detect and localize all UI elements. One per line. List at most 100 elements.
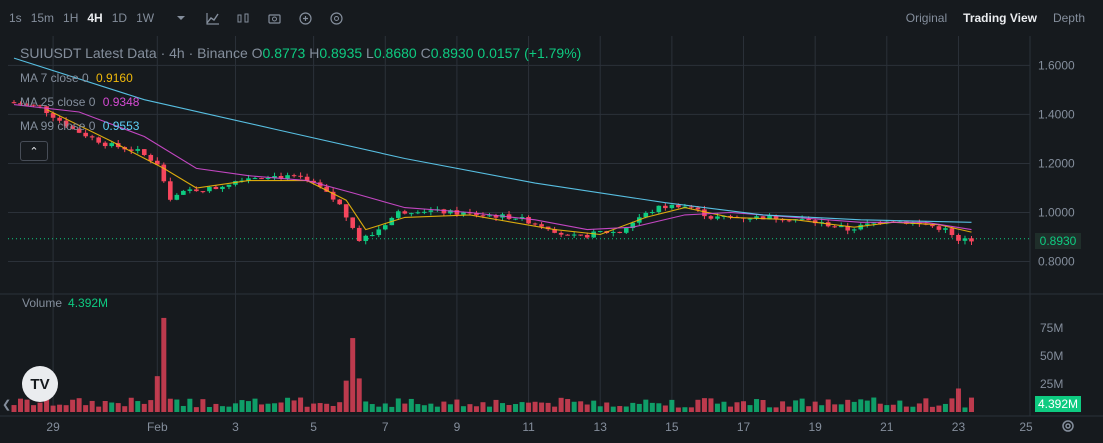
volume-bar: [245, 401, 251, 412]
candle-body: [584, 234, 590, 238]
timeframe-1s[interactable]: 1s: [9, 11, 22, 25]
candle-body: [864, 223, 870, 225]
volume-bar: [656, 403, 662, 412]
candle-body: [154, 160, 160, 165]
candle-body: [174, 194, 180, 200]
volume-bar: [513, 404, 519, 412]
volume-bar: [206, 406, 212, 412]
candle-body: [558, 232, 564, 235]
ohlc-value: 0.8773: [262, 45, 306, 61]
volume-bar: [565, 399, 571, 412]
candle-body: [956, 234, 961, 241]
tab-depth[interactable]: Depth: [1052, 11, 1085, 25]
ohlc-value: 0.8680: [373, 45, 417, 61]
candle-body: [513, 218, 518, 220]
volume-bar: [174, 399, 180, 412]
volume-bar: [584, 404, 590, 412]
candle-body: [669, 204, 675, 209]
collapse-legend-button[interactable]: ⌃: [20, 141, 48, 161]
volume-bar: [714, 403, 720, 412]
ma7-value: 0.9160: [96, 71, 133, 85]
candle-body: [597, 231, 603, 233]
candle-body: [702, 209, 707, 217]
scroll-left-icon[interactable]: ❮: [2, 399, 12, 411]
indicators-icon[interactable]: [205, 11, 220, 26]
settings-icon[interactable]: [1060, 418, 1076, 434]
camera-icon[interactable]: [267, 11, 282, 26]
volume-bar: [154, 376, 160, 412]
chevron-down-icon[interactable]: [174, 11, 189, 26]
candle-body: [363, 235, 369, 241]
candle-body: [402, 211, 408, 214]
volume-bar: [363, 401, 369, 412]
volume-bar: [799, 398, 805, 412]
volume-label: Volume: [22, 296, 63, 310]
bar-chart-icon[interactable]: [236, 11, 251, 26]
candle-body: [57, 117, 62, 121]
settings-icon[interactable]: [329, 11, 344, 26]
ma-line-ma25: [13, 104, 972, 231]
candle-body: [845, 225, 851, 231]
tab-original[interactable]: Original: [905, 11, 948, 25]
volume-bar: [649, 402, 655, 412]
timeframe-1D[interactable]: 1D: [111, 11, 128, 25]
ohlc-key: O: [251, 45, 263, 61]
volume-bar: [506, 405, 512, 412]
volume-bar: [623, 406, 629, 412]
volume-bar: [721, 401, 727, 412]
candle-body: [454, 210, 460, 215]
candle-body: [786, 220, 792, 222]
candle-body: [754, 216, 759, 219]
volume-axis-label: 25M: [1040, 377, 1063, 391]
tab-trading-view[interactable]: Trading View: [963, 11, 1037, 25]
candle-body: [650, 212, 655, 214]
ma99-legend[interactable]: MA 99 close 0 0.9553: [20, 119, 139, 133]
volume-bar: [630, 402, 636, 412]
volume-bar: [128, 397, 134, 412]
ohlc-value: 0.0157 (+1.79%): [477, 45, 582, 61]
volume-bar: [272, 403, 278, 412]
volume-bar: [389, 406, 395, 412]
candle-body: [168, 181, 173, 200]
candle-body: [311, 180, 316, 183]
candle-body: [252, 178, 258, 180]
volume-bar: [402, 403, 408, 412]
volume-bar: [786, 406, 792, 412]
volume-bar: [428, 403, 434, 412]
price-axis-label: 1.4000: [1038, 107, 1075, 121]
chart-toolbar: 1s 15m 1H 4H 1D 1W: [0, 0, 1103, 36]
volume-bar: [532, 401, 538, 412]
volume-bar: [558, 397, 564, 412]
candle-body: [532, 223, 538, 225]
candle-body: [630, 222, 636, 229]
volume-bar: [441, 401, 447, 412]
ma7-legend[interactable]: MA 7 close 0 0.9160: [20, 71, 133, 85]
candle-body: [565, 234, 570, 236]
volume-bar: [473, 406, 479, 412]
ma25-legend[interactable]: MA 25 close 0 0.9348: [20, 95, 139, 109]
timeframe-4H[interactable]: 4H: [87, 11, 103, 25]
volume-bar: [571, 401, 577, 412]
candle-body: [487, 215, 492, 217]
ma-line-ma7: [46, 109, 972, 236]
timeframe-1W[interactable]: 1W: [136, 11, 155, 25]
candle-body: [102, 142, 108, 147]
volume-bar: [31, 405, 37, 412]
candle-body: [760, 216, 766, 220]
timeframe-15m[interactable]: 15m: [30, 11, 55, 25]
volume-bar: [636, 403, 642, 412]
timeframe-1H[interactable]: 1H: [63, 11, 79, 25]
candle-body: [728, 215, 733, 217]
price-chart[interactable]: 29 Feb 3 5 7 9 11 13 15 17 19 21 23 25 1.6000 1.4000 1.2…: [0, 36, 1103, 443]
candle-body: [18, 103, 23, 105]
volume-bar: [851, 401, 857, 412]
volume-bar: [955, 388, 961, 412]
candle-body: [265, 178, 271, 180]
candle-body: [656, 205, 662, 213]
candle-body: [246, 178, 251, 181]
volume-bar: [193, 407, 199, 412]
plus-circle-icon[interactable]: [298, 11, 313, 26]
volume-bar: [923, 398, 929, 412]
candle-body: [767, 215, 772, 220]
candle-body: [350, 217, 356, 228]
